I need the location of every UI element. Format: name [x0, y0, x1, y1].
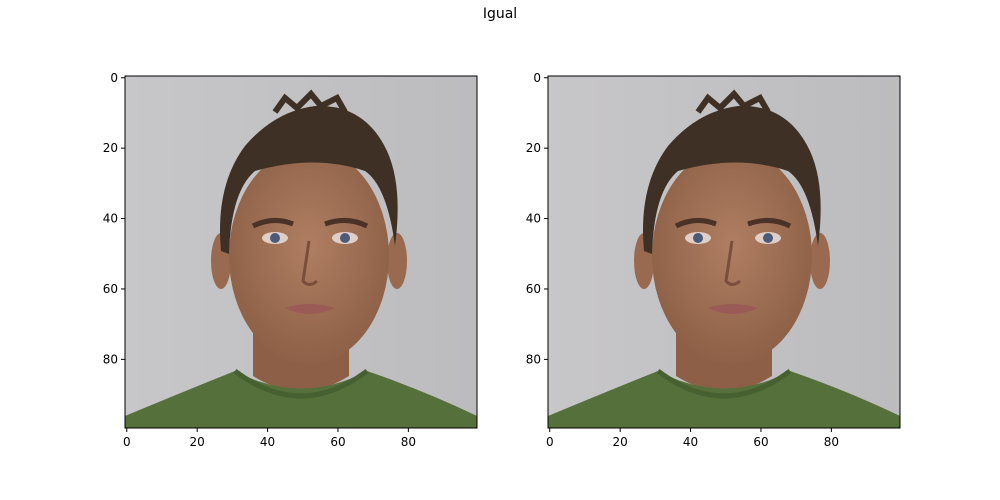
left-y-tick-label: 0: [110, 71, 118, 85]
figure-title: Igual: [482, 6, 518, 22]
left-x-tick-label: 20: [190, 435, 205, 449]
left-y-tick-label: 20: [103, 141, 118, 155]
right-image-panel: 0 20 40 60 80 0 20 40 60 80: [526, 71, 900, 449]
right-y-tick-label: 40: [526, 212, 541, 226]
right-y-tick-label: 60: [526, 282, 541, 296]
left-face-image: [125, 76, 477, 428]
right-axes-frame: [547, 75, 901, 429]
left-x-tick-label: 80: [401, 435, 416, 449]
left-x-tick-label: 0: [123, 435, 131, 449]
right-x-tick-label: 20: [613, 435, 628, 449]
left-x-tick-label: 60: [330, 435, 345, 449]
right-x-tick-label: 60: [753, 435, 768, 449]
right-x-tick-label: 80: [824, 435, 839, 449]
right-x-tick-label: 0: [546, 435, 554, 449]
right-y-tick-label: 20: [526, 141, 541, 155]
left-y-tick-label: 60: [103, 282, 118, 296]
left-axes-frame: [124, 75, 478, 429]
left-x-tick-label: 40: [260, 435, 275, 449]
right-axes-ticks: 0 20 40 60 80 0 20 40 60 80: [526, 71, 839, 449]
right-face-image: [548, 76, 900, 428]
right-y-tick-label: 0: [533, 71, 541, 85]
left-image-panel: 0 20 40 60 80 0 20 40 60 80: [103, 71, 477, 449]
left-axes-ticks: 0 20 40 60 80 0 20 40 60 80: [103, 71, 416, 449]
right-y-tick-label: 80: [526, 352, 541, 366]
left-y-tick-label: 40: [103, 212, 118, 226]
left-y-tick-label: 80: [103, 352, 118, 366]
right-x-tick-label: 40: [683, 435, 698, 449]
